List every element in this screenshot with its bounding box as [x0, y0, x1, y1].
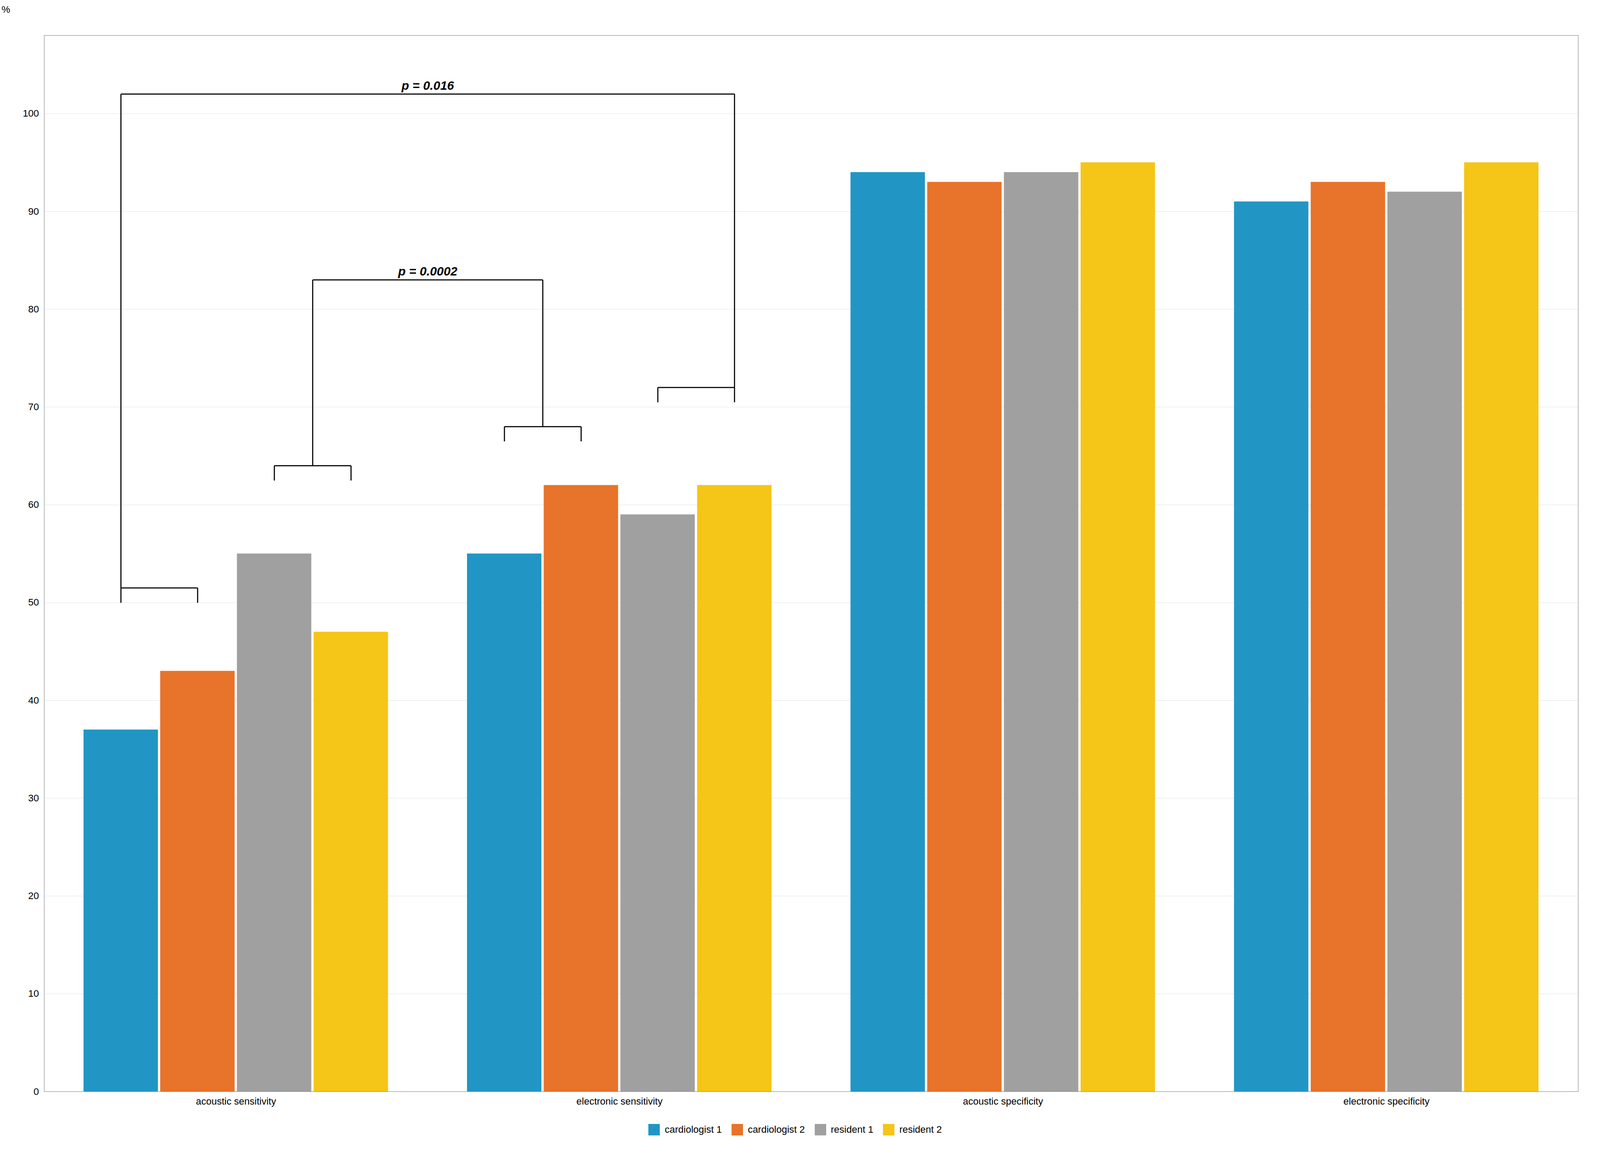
svg-text:electronic specificity: electronic specificity [1343, 1096, 1430, 1108]
html-text:resident 2: resident 2 [899, 1123, 942, 1135]
svg-text:%: % [1, 4, 11, 15]
svg-text:acoustic specificity: acoustic specificity [963, 1096, 1044, 1108]
svg-text:30: 30 [28, 792, 39, 804]
svg-text:50: 50 [28, 596, 39, 608]
svg-text:p = 0.016: p = 0.016 [400, 78, 455, 93]
svg-text:100: 100 [22, 107, 40, 119]
svg-text:acoustic sensitivity: acoustic sensitivity [195, 1096, 276, 1108]
svg-text:90: 90 [28, 205, 39, 218]
svg-text:10: 10 [28, 988, 39, 1000]
svg-text:electronic sensitivity: electronic sensitivity [576, 1096, 663, 1108]
html-text:cardiologist 2: cardiologist 2 [747, 1123, 805, 1135]
html-text:cardiologist 1: cardiologist 1 [664, 1123, 722, 1135]
svg-text:p = 0.0002: p = 0.0002 [397, 264, 458, 279]
svg-text:80: 80 [28, 303, 39, 315]
svg-text:40: 40 [28, 695, 39, 707]
svg-text:70: 70 [28, 401, 39, 413]
html-text:resident 1: resident 1 [830, 1123, 874, 1135]
svg-text:20: 20 [28, 890, 39, 902]
svg-text:0: 0 [33, 1086, 39, 1098]
svg-text:60: 60 [28, 499, 39, 511]
